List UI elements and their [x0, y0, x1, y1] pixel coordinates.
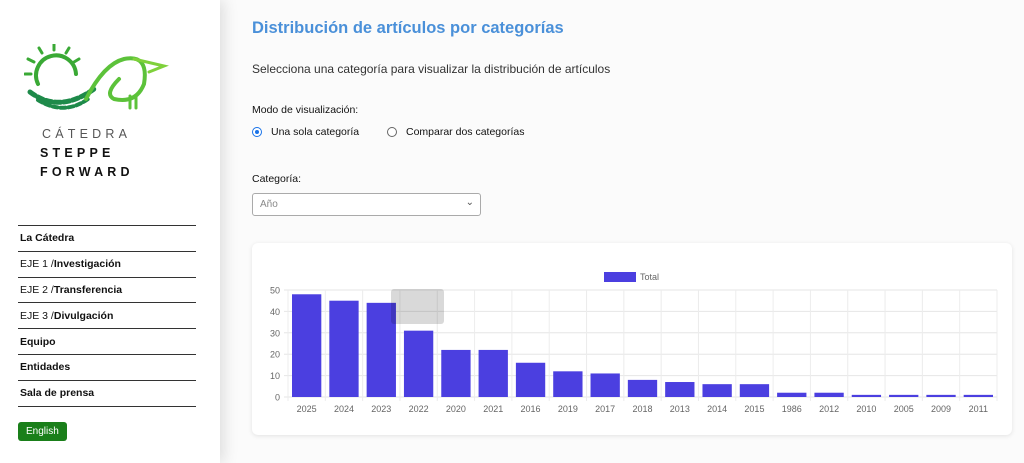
bar-2016: [515, 362, 546, 397]
nav-label: La Cátedra: [20, 232, 75, 245]
brand-line-2: STEPPE: [40, 146, 115, 160]
select-value: Año: [260, 199, 278, 210]
x-tick-label: 2014: [707, 404, 727, 414]
x-tick-label: 2022: [409, 404, 429, 414]
nav-item-entidades[interactable]: Entidades: [18, 355, 196, 381]
bar-2011: [963, 394, 993, 397]
nav-item-transferencia[interactable]: EJE 2 / Transferencia: [18, 278, 196, 304]
category-select[interactable]: Año ⌄: [252, 193, 481, 216]
x-tick-label: 2023: [371, 404, 391, 414]
chevron-down-icon: ⌄: [465, 197, 474, 208]
nav-label: Divulgación: [53, 309, 114, 322]
bar-2015: [739, 384, 770, 397]
radio-button-checked[interactable]: [252, 127, 262, 137]
radio-compare-categories[interactable]: Comparar dos categorías: [387, 126, 524, 138]
x-tick-label: 2020: [446, 404, 466, 414]
radio-single-category[interactable]: Una sola categoría: [252, 126, 359, 138]
x-tick-label: 1986: [782, 404, 802, 414]
y-tick-label: 0: [275, 393, 280, 403]
legend-swatch: [604, 272, 636, 282]
radio-label: Una sola categoría: [271, 126, 360, 138]
nav-item-equipo[interactable]: Equipo: [18, 329, 196, 355]
bar-2017: [590, 373, 620, 397]
bar-2021: [478, 349, 508, 397]
x-tick-label: 2005: [894, 404, 914, 414]
main-nav: La Cátedra EJE 1 / Investigación EJE 2 /…: [18, 225, 196, 407]
x-tick-label: 2025: [297, 404, 317, 414]
bar-2009: [926, 394, 956, 397]
nav-item-la-catedra[interactable]: La Cátedra: [18, 226, 196, 252]
page-title: Distribución de artículos por categorías: [252, 19, 564, 37]
nav-label: Transferencia: [53, 283, 123, 296]
nav-item-sala-de-prensa[interactable]: Sala de prensa: [18, 381, 196, 407]
chart-card: 0 10 20 30 40 50 2025 2024 2023 2022 2020 2021 2016 2…: [252, 243, 1012, 435]
y-tick-label: 50: [270, 286, 280, 296]
x-tick-label: 2015: [744, 404, 764, 414]
main-content: Distribución de artículos por categorías…: [220, 0, 1024, 463]
bar-2024: [329, 300, 359, 397]
x-tick-label: 2019: [558, 404, 578, 414]
category-label: Categoría:: [252, 173, 302, 185]
x-tick-label: 2011: [969, 404, 988, 414]
nav-prefix: EJE 1 /: [20, 258, 54, 271]
bar-2022: [403, 330, 434, 397]
bar-1986: [777, 392, 807, 397]
x-tick-label: 2017: [595, 404, 615, 414]
bar-2023: [366, 302, 396, 397]
radio-label: Comparar dos categorías: [406, 126, 525, 138]
x-tick-label: 2016: [521, 404, 541, 414]
nav-label: Entidades: [20, 361, 71, 374]
chart-tooltip: [391, 289, 444, 324]
y-tick-label: 10: [270, 371, 280, 381]
nav-label: Investigación: [53, 258, 121, 271]
bar-2019: [553, 371, 583, 397]
bar-2014: [702, 384, 732, 397]
nav-label: Sala de prensa: [20, 387, 95, 400]
sidebar: CÁTEDRA STEPPE FORWARD La Cátedra EJE 1 …: [0, 0, 220, 463]
nav-prefix: EJE 3 /: [20, 309, 54, 322]
x-tick-label: 2018: [632, 404, 652, 414]
bar-2025: [292, 294, 322, 397]
brand-line-1: CÁTEDRA: [42, 127, 132, 141]
x-tick-label: 2012: [819, 404, 839, 414]
bar-2012: [814, 392, 844, 397]
nav-label: Equipo: [20, 335, 56, 348]
bar-2013: [665, 382, 695, 397]
language-button[interactable]: English: [18, 422, 67, 441]
y-tick-label: 20: [270, 350, 280, 360]
bar-chart: 0 10 20 30 40 50 2025 2024 2023 2022 2020 2021 2016 2…: [270, 272, 998, 414]
nav-item-investigacion[interactable]: EJE 1 / Investigación: [18, 252, 196, 278]
bar-2005: [889, 394, 919, 397]
page-subtitle: Selecciona una categoría para visualizar…: [252, 62, 611, 76]
mode-label: Modo de visualización:: [252, 104, 359, 116]
y-tick-label: 40: [270, 307, 280, 317]
x-tick-label: 2010: [856, 404, 876, 414]
bar-2020: [441, 349, 471, 397]
catedra-steppe-forward-logo: [24, 44, 169, 110]
bar-2018: [627, 379, 658, 397]
brand-line-3: FORWARD: [40, 165, 134, 179]
y-tick-label: 30: [270, 328, 280, 338]
nav-item-divulgacion[interactable]: EJE 3 / Divulgación: [18, 303, 196, 330]
x-tick-label: 2013: [670, 404, 690, 414]
x-tick-label: 2024: [334, 404, 354, 414]
nav-prefix: EJE 2 /: [20, 283, 54, 296]
radio-button[interactable]: [387, 127, 397, 137]
bar-2010: [851, 394, 882, 397]
x-tick-label: 2009: [931, 404, 951, 414]
legend-label: Total: [640, 272, 659, 282]
x-tick-label: 2021: [483, 404, 503, 414]
